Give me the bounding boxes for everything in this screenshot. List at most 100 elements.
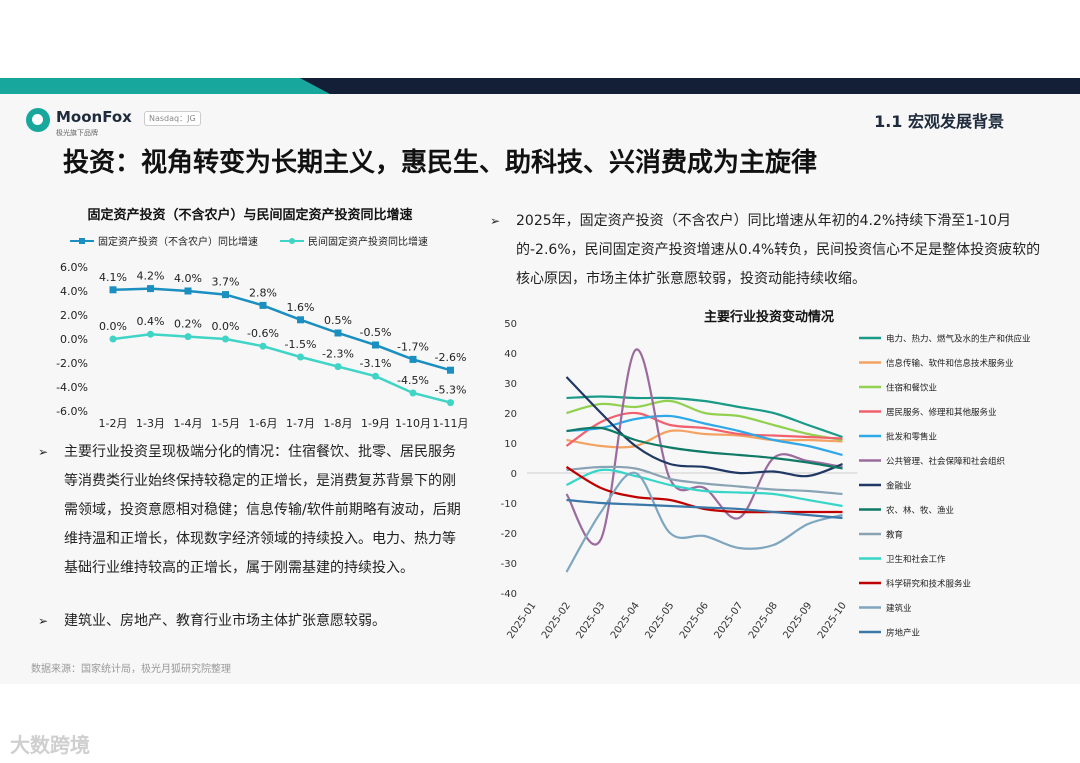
data-label: -4.5% bbox=[397, 374, 429, 387]
data-label: 3.7% bbox=[212, 276, 240, 289]
data-source: 数据来源：国家统计局，极光月狐研究院整理 bbox=[31, 664, 231, 675]
data-point bbox=[447, 366, 454, 374]
data-label: -0.6% bbox=[247, 327, 279, 340]
legend-label: 房地产业 bbox=[886, 628, 920, 639]
data-label: -5.3% bbox=[435, 384, 467, 397]
legend-label: 批发和零售业 bbox=[886, 432, 937, 443]
watermark: 大数跨境 bbox=[10, 733, 90, 757]
legend-label: 居民服务、修理和其他服务业 bbox=[886, 407, 997, 418]
data-point bbox=[297, 353, 304, 361]
y-tick-label: 6.0% bbox=[60, 261, 88, 274]
y-tick-label: 4.0% bbox=[60, 285, 88, 298]
y-tick-label: -20 bbox=[501, 529, 517, 540]
legend-label: 建筑业 bbox=[886, 603, 912, 614]
data-point bbox=[184, 287, 192, 295]
data-label: 4.2% bbox=[137, 270, 165, 283]
x-tick-label: 1-6月 bbox=[249, 417, 278, 430]
chart-title: 固定资产投资（不含农户）与民间固定资产投资同比增速 bbox=[87, 207, 412, 223]
section-label: 1.1 宏观发展背景 bbox=[874, 112, 1004, 131]
data-label: 0.2% bbox=[174, 318, 202, 331]
data-point bbox=[372, 341, 379, 349]
data-label: 4.0% bbox=[174, 272, 202, 285]
y-tick-label: 0 bbox=[511, 469, 517, 480]
series-line bbox=[565, 348, 843, 546]
legend-label: 住宿和餐饮业 bbox=[886, 383, 937, 394]
data-point bbox=[109, 286, 117, 294]
x-tick-label: 1-4月 bbox=[174, 417, 203, 430]
y-tick-label: 40 bbox=[504, 349, 517, 360]
x-tick-label: 2025-01 bbox=[505, 600, 538, 641]
x-tick-label: 2025-05 bbox=[643, 600, 676, 641]
paragraph-left-1: 主要行业投资呈现极端分化的情况：住宿餐饮、批零、居民服务等消费类行业始终保持较稳… bbox=[64, 444, 461, 576]
legend-label: 金融业 bbox=[886, 481, 912, 492]
y-tick-label: -4.0% bbox=[56, 381, 88, 394]
y-tick-label: -6.0% bbox=[56, 405, 88, 418]
chart-title: 主要行业投资变动情况 bbox=[704, 309, 834, 325]
y-tick-label: -2.0% bbox=[56, 357, 88, 370]
x-tick-label: 1-9月 bbox=[361, 417, 390, 430]
x-tick-label: 1-5月 bbox=[211, 417, 240, 430]
y-tick-label: 2.0% bbox=[60, 309, 88, 322]
data-point bbox=[147, 285, 154, 293]
moonfox-logo-icon bbox=[26, 108, 50, 132]
data-label: 4.1% bbox=[99, 271, 127, 284]
paragraph-left-2: 建筑业、房地产、教育行业市场主体扩张意愿较弱。 bbox=[64, 613, 386, 629]
legend-label: 卫生和社会工作 bbox=[886, 554, 946, 565]
series-line bbox=[565, 466, 843, 514]
data-label: -3.1% bbox=[360, 357, 392, 370]
x-tick-label: 2025-03 bbox=[574, 600, 607, 641]
series-line bbox=[566, 426, 843, 470]
x-tick-label: 1-8月 bbox=[324, 417, 353, 430]
data-label: -2.6% bbox=[435, 351, 467, 364]
series-line bbox=[566, 468, 843, 508]
logo-text: MoonFox bbox=[56, 108, 132, 126]
data-label: 1.6% bbox=[287, 301, 315, 314]
legend-label: 农、林、牧、渔业 bbox=[886, 505, 954, 516]
data-point bbox=[372, 372, 379, 380]
data-point bbox=[297, 316, 304, 324]
series-line bbox=[565, 411, 843, 447]
legend-label: 电力、热力、燃气及水的生产和供应业 bbox=[886, 334, 1031, 345]
legend-label: 教育 bbox=[886, 530, 903, 541]
data-point bbox=[259, 301, 267, 309]
y-tick-label: -30 bbox=[501, 559, 517, 570]
bullet-arrow-icon: ➢ bbox=[38, 445, 49, 459]
data-label: 0.0% bbox=[99, 320, 127, 333]
data-label: 2.8% bbox=[249, 286, 277, 299]
y-tick-label: -40 bbox=[501, 589, 517, 600]
series-line bbox=[565, 471, 843, 573]
x-tick-label: 2025-02 bbox=[540, 600, 573, 641]
data-label: -1.7% bbox=[397, 340, 429, 353]
x-tick-label: 2025-07 bbox=[712, 600, 745, 641]
x-tick-label: 1-7月 bbox=[286, 417, 315, 430]
x-tick-label: 2025-09 bbox=[781, 600, 814, 641]
data-label: 0.0% bbox=[212, 320, 240, 333]
data-point bbox=[409, 355, 417, 363]
paragraph-right-top: 2025年，固定资产投资（不含农户）同比增速从年初的4.2%持续下滑至1-10月… bbox=[516, 213, 1041, 287]
y-tick-label: -10 bbox=[501, 499, 517, 510]
data-point bbox=[447, 399, 454, 407]
data-point bbox=[334, 363, 342, 371]
y-tick-label: 30 bbox=[504, 379, 517, 390]
slide-background bbox=[0, 94, 1080, 684]
data-label: 0.5% bbox=[324, 314, 352, 327]
data-point bbox=[409, 389, 417, 397]
data-point bbox=[259, 342, 267, 350]
page-title: 投资：视角转变为长期主义，惠民生、助科技、兴消费成为主旋律 bbox=[63, 148, 818, 178]
logo-subtitle: 极光旗下品牌 bbox=[56, 129, 98, 137]
series-line bbox=[566, 498, 843, 520]
data-label: 0.4% bbox=[137, 315, 165, 328]
legend-label: 公共管理、社会保障和社会组织 bbox=[886, 456, 1005, 467]
data-point bbox=[334, 329, 342, 337]
data-label: -0.5% bbox=[360, 326, 392, 339]
legend-label: 信息传输、软件和信息技术服务业 bbox=[886, 358, 1014, 369]
data-point bbox=[222, 291, 229, 299]
bullet-arrow-icon: ➢ bbox=[38, 614, 49, 628]
data-point bbox=[147, 330, 154, 338]
x-tick-label: 1-10月 bbox=[395, 417, 431, 430]
series-line bbox=[566, 465, 843, 496]
y-tick-label: 0.0% bbox=[60, 333, 88, 346]
series-line bbox=[566, 395, 843, 439]
data-point bbox=[109, 335, 117, 343]
top-bar-accent bbox=[0, 78, 330, 94]
